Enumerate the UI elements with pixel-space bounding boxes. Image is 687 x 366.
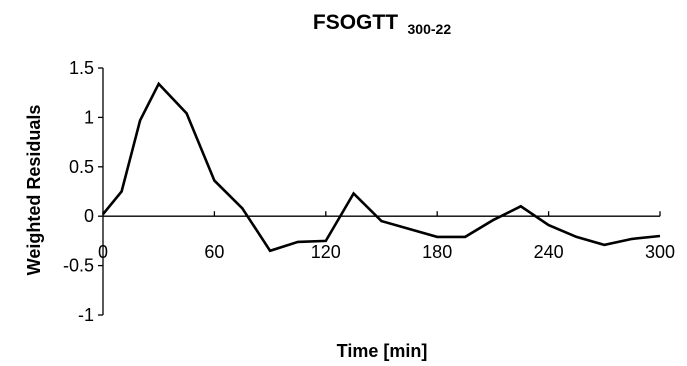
series-line-1 [101,81,661,253]
chart-title: FSOGTT 300-22 [313,11,451,37]
y-tick-labels: -1 -0.5 0 0.5 1 1.5 [63,58,94,325]
x-tick-label: 120 [311,242,341,262]
y-axis-label: Weighted Residuals [24,105,44,276]
chart-title-main: FSOGTT [313,11,398,34]
chart-title-subscript: 300-22 [408,21,452,37]
y-tick-label: 0 [84,206,94,226]
x-tick-labels: 0 60 120 180 240 300 [98,242,675,262]
y-tick-label: -0.5 [63,256,94,276]
x-tick-label: 60 [204,242,224,262]
y-tick-label: 0.5 [69,157,94,177]
x-tick-label: 240 [534,242,564,262]
y-tick-label: 1 [84,107,94,127]
x-tick-label: 0 [98,242,108,262]
x-tick-label: 180 [422,242,452,262]
axes [98,67,661,316]
y-tick-label: 1.5 [69,58,94,78]
series-group [101,81,661,253]
y-tick-label: -1 [78,305,94,325]
x-axis-label: Time [min] [337,341,428,361]
x-tick-label: 300 [645,242,675,262]
